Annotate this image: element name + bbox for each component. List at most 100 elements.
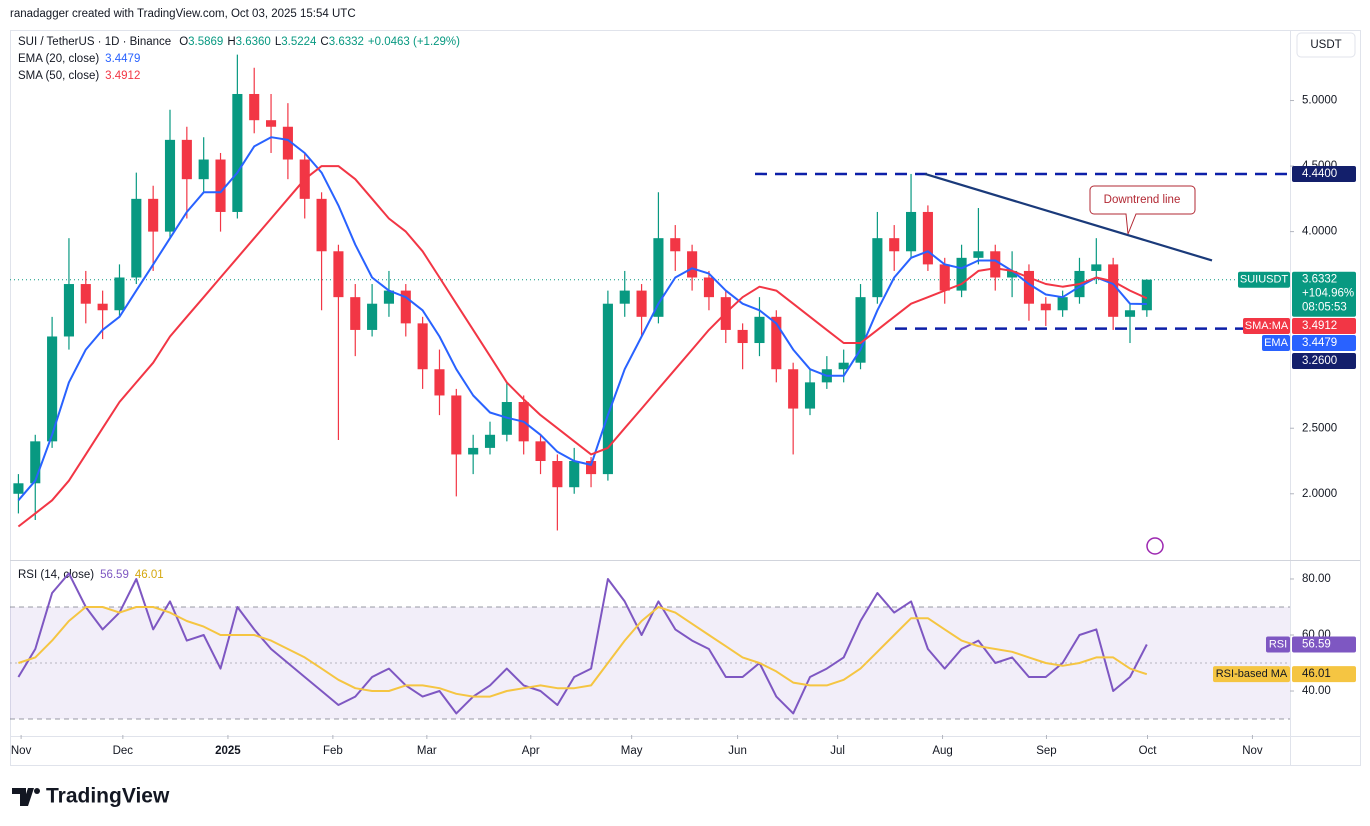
legend-value: 46.01 [135, 569, 164, 581]
candle-body [670, 238, 681, 252]
candle-body [198, 159, 209, 180]
candle-body [249, 93, 260, 121]
candle-body [737, 329, 748, 344]
callout-text: Downtrend line [1104, 194, 1181, 206]
candle-body [63, 284, 74, 337]
ohlc-key: L [275, 36, 282, 48]
candle-body [771, 316, 782, 370]
currency[interactable]: USDT [1310, 39, 1341, 51]
series-name-tag: SMA:MA [1245, 320, 1289, 332]
logo-mark [12, 788, 34, 806]
series-name-tag: EMA [1264, 337, 1289, 349]
last-price-box [1292, 271, 1356, 317]
candle-body [383, 290, 394, 304]
frame [10, 30, 1361, 766]
rsi-y-tick-label: 40.00 [1302, 685, 1331, 697]
ohlc-value: 3.5869 [188, 36, 223, 48]
x-tick-label: Nov [11, 745, 32, 757]
candle-body [552, 461, 563, 488]
candle-body [653, 238, 664, 317]
candle-body [1141, 279, 1152, 311]
y-tick-label: 2.5000 [1302, 422, 1337, 434]
x-tick-label: Feb [323, 745, 343, 757]
candle-body [602, 303, 613, 475]
x-tick-label: Dec [113, 745, 134, 757]
candle-body [1007, 270, 1018, 278]
candle-body [367, 303, 378, 330]
rsi-tag: 46.01 [1302, 668, 1331, 680]
countdown: 08:05:53 [1302, 302, 1347, 314]
candle-body [804, 382, 816, 409]
alert-icon[interactable] [1146, 537, 1164, 555]
change: +0.0463 (+1.29%) [368, 36, 460, 48]
candle-body [855, 297, 866, 363]
level-tag: 4.4400 [1302, 168, 1337, 180]
currency-box[interactable] [1296, 32, 1356, 58]
rsi-tag-box [1292, 636, 1356, 653]
candle-body [586, 461, 597, 475]
legend-rsi: RSI (14, close) 56.59 46.01 [18, 569, 164, 581]
rsi-name-tag: RSI-based MA [1216, 668, 1288, 680]
candle-body [148, 198, 159, 232]
candle-body [636, 290, 647, 317]
symbol: SUI / TetherUS · 1D · Binance [18, 36, 171, 48]
last-price: 3.6332 [1302, 274, 1337, 286]
series-name-tag-box [1243, 318, 1290, 334]
candle-body [703, 277, 714, 298]
ohlc-value: 3.6332 [329, 36, 364, 48]
candle-body [417, 323, 428, 370]
candle-body [535, 441, 546, 462]
symbol-tag-box [1238, 271, 1290, 288]
attribution: ranadagger created with TradingView.com,… [10, 8, 356, 20]
indicator-line [17, 136, 1147, 501]
candle-body [282, 126, 293, 160]
candle-body [569, 461, 580, 488]
y-tick-label: 5.0000 [1302, 95, 1337, 107]
candle-body [922, 211, 933, 265]
ohlc-value: 3.5224 [281, 36, 317, 48]
legend-name: RSI (14, close) [18, 569, 94, 581]
legend-ema: EMA (20, close) 3.4479 [18, 53, 140, 65]
logo-dot [34, 788, 40, 794]
series-tag: 3.4479 [1302, 337, 1337, 349]
x-tick-label: Jun [728, 745, 747, 757]
candle-body [350, 297, 361, 330]
candle-body [47, 336, 58, 442]
candle-body [906, 211, 917, 252]
candle-body [872, 238, 883, 298]
candle-body [619, 290, 630, 304]
last-change: +104.96% [1302, 288, 1354, 300]
indicator-line [17, 572, 1148, 715]
candle-body [956, 257, 967, 291]
legend-name: EMA (20, close) [18, 53, 99, 65]
legend-value: 56.59 [100, 569, 129, 581]
candle-body [1108, 264, 1119, 317]
legend-value: 3.4912 [105, 70, 140, 82]
ohlc-key: O [179, 36, 188, 48]
candle-body [451, 395, 462, 455]
candle-body [838, 362, 849, 370]
x-tick-label: 2025 [215, 745, 241, 757]
candle-body [788, 369, 799, 409]
candle-body [754, 316, 765, 344]
candle-body [939, 264, 950, 291]
series-name-tag-box [1262, 335, 1290, 351]
series-tag: 3.4912 [1302, 320, 1337, 332]
candle-body [990, 251, 1001, 278]
candle-body [114, 277, 125, 311]
rsi-name-tag-box [1213, 666, 1290, 683]
x-tick-label: Jul [830, 745, 845, 757]
y-tick-label: 2.0000 [1302, 488, 1337, 500]
legend-name: SMA (50, close) [18, 70, 99, 82]
indicator-line [17, 165, 1148, 528]
level-tag-box [1292, 353, 1356, 369]
candle-body [333, 251, 344, 298]
candle-body [30, 441, 41, 484]
candle-body [266, 120, 277, 127]
candle-body [687, 251, 698, 278]
candle-body [400, 290, 411, 324]
candle-body [889, 238, 900, 252]
rsi-name-tag-box [1266, 636, 1290, 653]
candle-body [1040, 303, 1051, 311]
